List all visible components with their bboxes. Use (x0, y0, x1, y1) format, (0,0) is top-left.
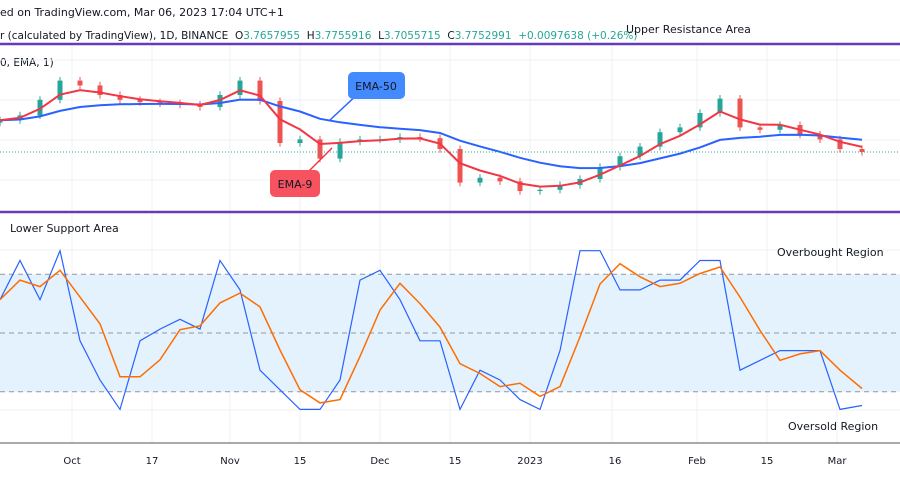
candles (0, 77, 865, 195)
candle (337, 141, 343, 159)
open-label: O (234, 30, 244, 42)
ema50-callout (348, 72, 405, 99)
oversold-label: Oversold Region (788, 420, 878, 433)
open-value: 3.7657955 (243, 30, 300, 42)
candle (297, 139, 303, 143)
candle (737, 98, 743, 128)
candle (257, 80, 263, 101)
published-caption: ed on TradingView.com, Mar 06, 2023 17:0… (0, 6, 284, 19)
symbol-legend: r (calculated by TradingView), 1D, BINAN… (0, 30, 637, 42)
ema50-label: EMA-50 (355, 80, 397, 93)
high-label: H (306, 30, 315, 42)
candle (57, 80, 63, 100)
x-tick-label: 2023 (517, 456, 542, 467)
x-tick-label: 15 (761, 456, 774, 467)
high-value: 3.7755916 (314, 30, 372, 42)
x-tick-label: 15 (449, 456, 462, 467)
lower-support-label: Lower Support Area (10, 222, 119, 235)
candle (657, 132, 663, 147)
upper-resistance-label: Upper Resistance Area (626, 23, 751, 36)
stoch-k-line (0, 248, 863, 412)
candle (597, 167, 603, 179)
x-tick-label: 17 (146, 456, 159, 467)
candle (117, 95, 123, 100)
candle (97, 85, 103, 95)
candle (0, 120, 3, 123)
x-tick-label: Mar (828, 456, 848, 467)
candle (477, 177, 483, 183)
candle (237, 80, 243, 95)
candle (277, 101, 283, 143)
ema9-label: EMA-9 (278, 178, 313, 191)
x-tick-label: Dec (370, 456, 389, 467)
close-label: C (447, 30, 455, 42)
ema9-callout (270, 170, 320, 197)
candle (837, 139, 843, 149)
close-value: 3.7752991 (454, 30, 512, 42)
candle (757, 127, 763, 130)
candle (859, 149, 865, 152)
candle (717, 98, 723, 113)
low-label: L (378, 30, 384, 42)
candle (77, 80, 83, 86)
x-tick-label: Oct (63, 456, 80, 467)
ema50-line (0, 98, 863, 170)
ema9-line (0, 89, 863, 188)
candle (317, 139, 323, 159)
candle (677, 127, 683, 133)
candle (817, 134, 823, 140)
candle (777, 125, 783, 130)
candle (497, 177, 503, 182)
candle (617, 156, 623, 167)
candle (457, 149, 463, 183)
x-axis-ticks: Oct 17 Nov 15 Dec 15 2023 16 Feb 15 Mar (63, 456, 847, 467)
change-value: +0.0097638 (+0.26%) (518, 30, 638, 42)
x-tick-label: 15 (294, 456, 307, 467)
stoch-d-line (0, 262, 863, 404)
low-value: 3.7055715 (383, 30, 441, 42)
x-tick-label: 16 (609, 456, 622, 467)
x-tick-label: Nov (220, 456, 240, 467)
candle (137, 99, 143, 103)
candle (637, 146, 643, 157)
x-tick-label: Feb (688, 456, 706, 467)
overbought-label: Overbought Region (777, 246, 884, 259)
candle (537, 189, 543, 191)
symbol-info: r (calculated by TradingView), 1D, BINAN… (0, 30, 229, 42)
candle (697, 113, 703, 128)
stoch-levels (0, 273, 900, 393)
candle (557, 185, 563, 190)
candle (157, 102, 163, 104)
candle (517, 181, 523, 191)
